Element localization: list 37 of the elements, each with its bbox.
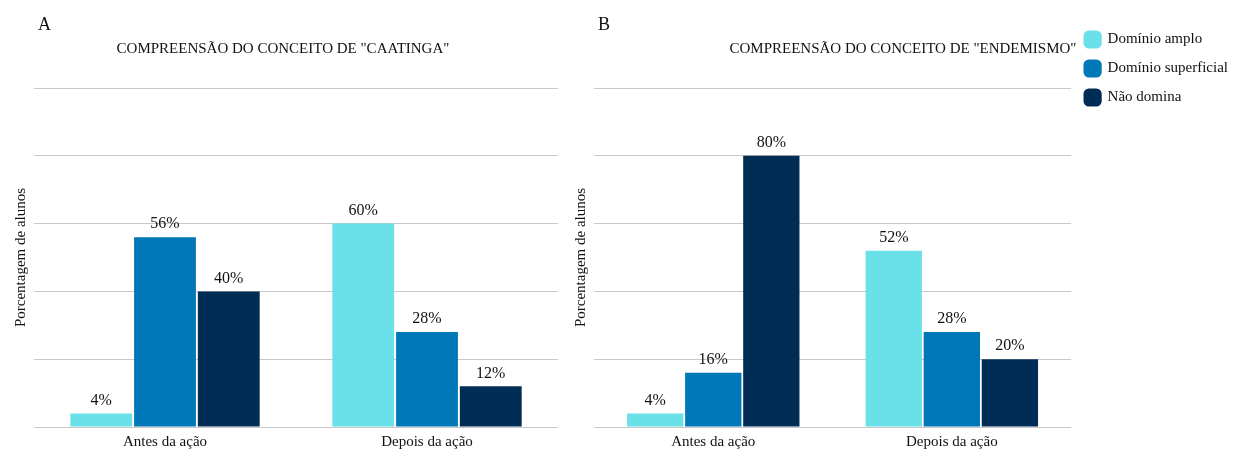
data-label: 56% [150,214,180,232]
bar [627,413,684,427]
data-label: 20% [995,336,1025,354]
data-label: 52% [879,227,909,245]
data-label: 60% [348,200,378,218]
y-axis-title: Porcentagem de alunos [11,187,28,328]
legend-label: Não domina [1107,88,1182,105]
data-label: 40% [214,268,244,286]
text: B [598,13,611,34]
data-label: 16% [698,349,728,367]
data-label: 12% [476,363,506,381]
x-tick-label: Depois da ação [906,432,998,449]
bar [70,413,133,427]
legend-label: Domínio amplo [1107,30,1203,47]
text: A [38,13,51,34]
bar [923,332,980,427]
chart-title: COMPREENSÃO DO CONCEITO DE "ENDEMISMO" [729,39,1077,56]
bar [332,223,395,427]
bar [981,359,1039,427]
bar [197,291,260,427]
data-label: 80% [756,133,786,150]
y-axis-title: Porcentagem de alunos [571,187,588,328]
bar [685,372,742,427]
bar [134,237,196,427]
x-tick-label: Depois da ação [381,432,473,449]
x-tick-label: Antes da ação [122,432,208,449]
bar [743,155,800,427]
chart-title: COMPREENSÃO DO CONCEITO DE "CAATINGA" [116,39,450,56]
legend-label: Domínio superficial [1107,59,1228,76]
bar [459,386,522,427]
x-tick-label: Antes da ação [671,432,756,449]
data-label: 28% [412,309,442,327]
bar [396,332,458,427]
bar [865,250,922,427]
data-label: 4% [644,390,666,408]
data-label: 4% [90,390,112,408]
data-label: 28% [937,309,967,327]
